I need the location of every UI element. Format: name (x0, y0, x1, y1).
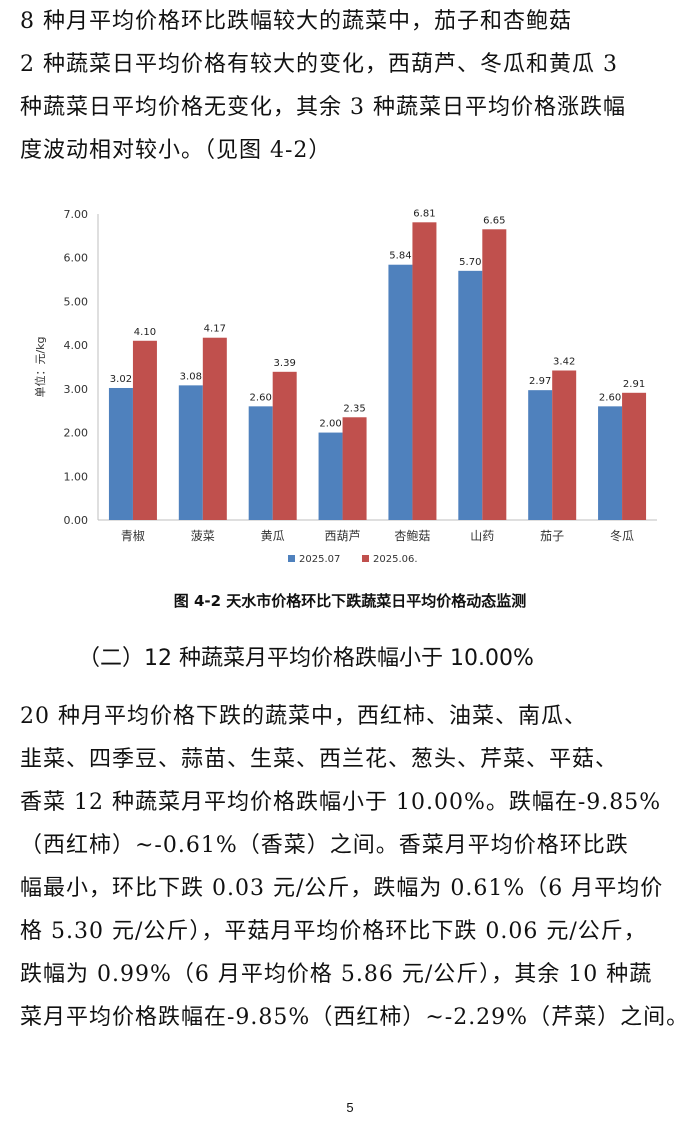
bar-data-label: 2.35 (343, 403, 365, 414)
y-tick-label: 5.00 (64, 295, 89, 308)
chart-svg: 0.00 1.00 2.00 3.00 4.00 5.00 6.00 7.00 单位：元/kg 3… (33, 208, 657, 565)
paragraph-1: 8 种月平均价格环比跌幅较大的蔬菜中，茄子和杏鲍菇 2 种蔬菜日平均价格有较大的… (20, 0, 682, 172)
bar (458, 270, 483, 520)
legend-label: 2025.07 (299, 554, 340, 565)
bar-data-label: 2.97 (529, 376, 551, 387)
bar-data-label: 4.10 (134, 327, 156, 338)
bar (178, 385, 203, 520)
paragraph-line: 8 种月平均价格环比跌幅较大的蔬菜中，茄子和杏鲍菇 (20, 9, 572, 34)
bar (552, 370, 577, 520)
paragraph-line: 跌幅为 0.99%（6 月平均价格 5.86 元/公斤），其余 10 种蔬 (20, 962, 653, 987)
x-category-label: 杏鲍菇 (394, 529, 430, 543)
y-tick-label: 2.00 (64, 427, 89, 440)
bar (132, 340, 157, 520)
section-subheading: （二）12 种蔬菜月平均价格跌幅小于 10.00% (78, 646, 534, 671)
y-tick-label: 7.00 (64, 208, 89, 221)
paragraph-line: 度波动相对较小。（见图 4-2） (20, 138, 332, 163)
figure-caption: 图 4-2 天水市价格环比下跌蔬菜日平均价格动态监测 (173, 592, 527, 610)
x-category-label: 冬瓜 (610, 528, 634, 543)
bar-data-label: 3.02 (110, 374, 132, 385)
y-axis-label: 单位：元/kg (33, 336, 47, 397)
bar-data-label: 3.42 (553, 356, 575, 367)
bar (318, 432, 343, 520)
bar (598, 406, 623, 520)
bar-data-label: 5.84 (389, 251, 411, 262)
paragraph-line: （西红柿）~-0.61%（香菜）之间。香菜月平均价格环比跌 (20, 833, 629, 858)
x-category-label: 茄子 (540, 529, 564, 543)
bar (248, 406, 273, 520)
bar-data-label: 6.65 (483, 215, 505, 226)
page-number: 5 (346, 1100, 354, 1115)
bar (622, 392, 647, 520)
bar-data-label: 2.91 (623, 379, 645, 390)
bar-data-label: 2.60 (250, 392, 272, 403)
paragraph-line: 格 5.30 元/公斤），平菇月平均价格环比下跌 0.06 元/公斤， (20, 919, 647, 944)
bar-data-label: 2.00 (319, 419, 341, 430)
bar (108, 387, 133, 520)
bar (342, 417, 367, 520)
bar (202, 337, 227, 520)
bar-data-label: 5.70 (459, 257, 481, 268)
x-category-label: 西葫芦 (325, 529, 361, 543)
legend-label: 2025.06. (373, 554, 418, 565)
y-tick-label: 0.00 (64, 514, 89, 527)
bar (388, 264, 413, 520)
paragraph-line: 菜月平均价格跌幅在-9.85%（西红柿）~-2.29%（芹菜）之间。 (20, 1005, 690, 1030)
paragraph-line: 香菜 12 种蔬菜月平均价格跌幅小于 10.00%。跌幅在-9.85% (20, 790, 662, 815)
bar-data-label: 3.39 (274, 358, 296, 369)
bar-data-label: 2.60 (599, 392, 621, 403)
y-tick-label: 1.00 (64, 470, 89, 483)
bar (272, 371, 297, 520)
bar-data-label: 6.81 (413, 208, 435, 219)
bar-data-label: 4.17 (204, 324, 226, 335)
x-category-label: 青椒 (121, 529, 145, 543)
paragraph-line: 种蔬菜日平均价格无变化，其余 3 种蔬菜日平均价格涨跌幅 (20, 95, 626, 120)
paragraph-line: 韭菜、四季豆、蒜苗、生菜、西兰花、葱头、芹菜、平菇、 (20, 747, 619, 772)
bar (482, 229, 507, 521)
bar-chart: 0.00 1.00 2.00 3.00 4.00 5.00 6.00 7.00 单位：元/kg 3… (20, 200, 682, 585)
bar (528, 390, 553, 520)
bar-data-label: 3.08 (180, 371, 202, 382)
y-tick-label: 4.00 (64, 339, 89, 352)
legend-swatch (288, 555, 295, 562)
legend-swatch (362, 555, 369, 562)
paragraph-line: 20 种月平均价格下跌的蔬菜中，西红柿、油菜、南瓜、 (20, 704, 587, 729)
x-category-label: 山药 (470, 529, 494, 543)
y-tick-label: 3.00 (64, 383, 89, 396)
paragraph-line: 2 种蔬菜日平均价格有较大的变化，西葫芦、冬瓜和黄瓜 3 (20, 52, 618, 77)
paragraph-line: 幅最小，环比下跌 0.03 元/公斤，跌幅为 0.61%（6 月平均价 (20, 876, 664, 901)
x-category-label: 黄瓜 (261, 529, 285, 543)
bar (412, 222, 437, 520)
paragraph-2: 20 种月平均价格下跌的蔬菜中，西红柿、油菜、南瓜、 韭菜、四季豆、蒜苗、生菜、… (20, 695, 690, 1039)
x-category-label: 菠菜 (191, 529, 215, 543)
y-tick-label: 6.00 (64, 252, 89, 265)
